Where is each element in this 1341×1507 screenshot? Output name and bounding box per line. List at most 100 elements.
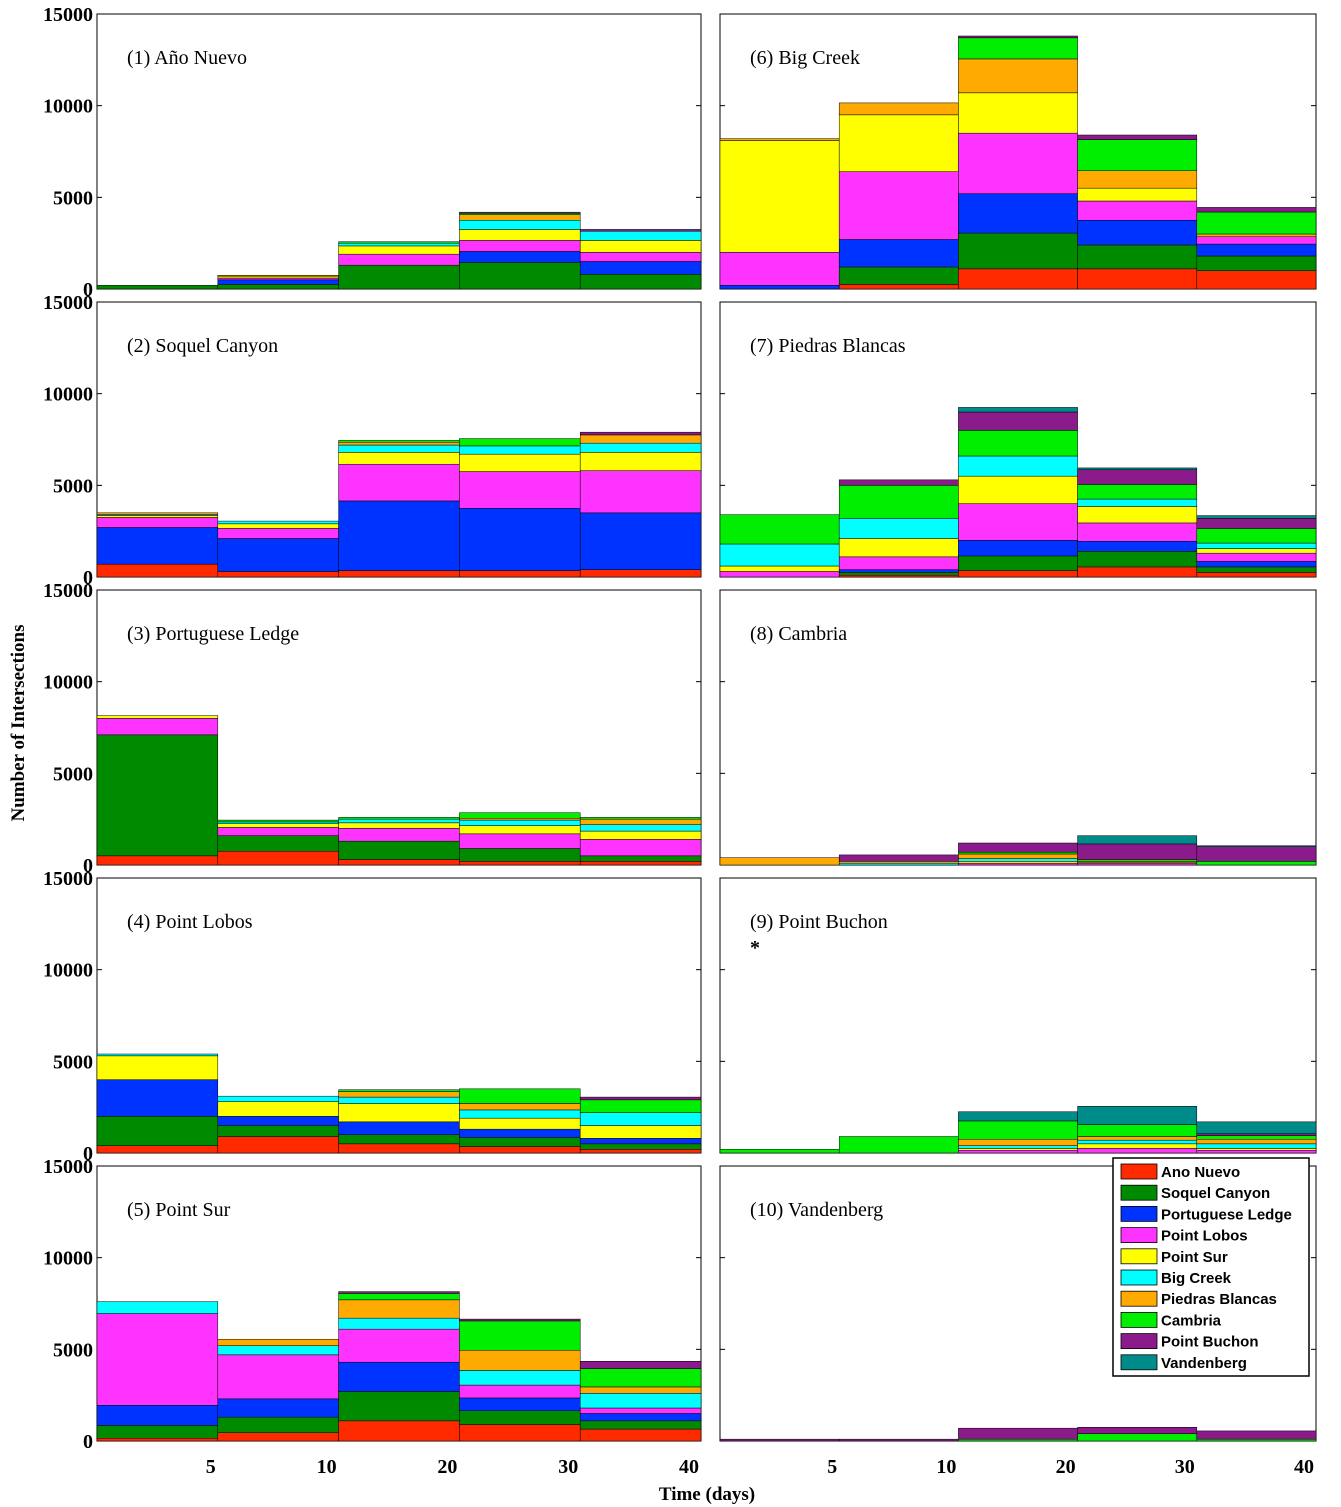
bar-segment-big-creek (958, 1145, 1078, 1149)
bar-segment-cambria (958, 1438, 1078, 1442)
bar-segment-big-creek (579, 1393, 702, 1409)
bar-segment-cambria (338, 817, 460, 820)
bar-segment-big-creek (459, 220, 581, 230)
panel-7: 0 5000 10000 15000 (4) Point Lobos (43, 868, 702, 1165)
bar-segment-ano-nuevo (459, 861, 581, 866)
bar-segment-big-creek (338, 1317, 460, 1330)
bar-segment-point-lobos (338, 253, 460, 266)
bar-segment-point-lobos (217, 1354, 339, 1400)
bar-segment-big-creek (338, 818, 460, 824)
y-tick-label: 0 (83, 855, 93, 877)
bar-segment-soquel-canyon (96, 1425, 219, 1439)
bar-segment-vandenberg (1196, 845, 1317, 847)
y-tick-label: 5000 (53, 187, 93, 209)
bar-segment-cambria (1196, 1438, 1317, 1442)
y-tick-label: 0 (83, 1431, 93, 1453)
bar-segment-ano-nuevo (579, 1149, 702, 1154)
bar-segment-ano-nuevo (96, 855, 219, 866)
bar-segment-soquel-canyon (217, 1125, 339, 1137)
panel-2: (6) Big Creek (719, 13, 1317, 290)
bar-segment-point-sur (579, 452, 702, 471)
bar-segment-point-buchon (838, 854, 959, 862)
y-tick-label: 0 (83, 279, 93, 301)
bar-segment-piedras-blancas (459, 1103, 581, 1111)
bar-segment-point-lobos (217, 528, 339, 539)
bar-segment-ano-nuevo (96, 563, 219, 578)
bar-segment-point-lobos (338, 1328, 460, 1363)
bar-segment-ano-nuevo (217, 1432, 339, 1442)
bar-segment-point-sur (719, 565, 840, 572)
panel-title: (3) Portuguese Ledge (127, 623, 299, 645)
bar-segment-portuguese-ledge (96, 1405, 219, 1426)
bar-segment-portuguese-ledge (1077, 220, 1198, 246)
bar-segment-point-sur (96, 1055, 219, 1080)
bar-segment-portuguese-ledge (579, 1138, 702, 1145)
bar-segment-piedras-blancas (217, 1339, 339, 1346)
y-axis-label: Number of Intersections (8, 624, 29, 821)
bar-segment-cambria (459, 812, 581, 819)
y-tick-label: 15000 (43, 580, 93, 602)
y-tick-label: 10000 (43, 96, 93, 118)
bar-segment-point-lobos (838, 556, 959, 570)
bar-segment-point-lobos (1077, 522, 1198, 542)
bar-segment-point-lobos (217, 827, 339, 836)
bar-segment-piedras-blancas (217, 275, 339, 277)
legend-swatch (1120, 1248, 1158, 1265)
bar-segment-big-creek (958, 858, 1078, 862)
bar-segment-portuguese-ledge (719, 285, 840, 290)
bar-segment-ano-nuevo (1196, 270, 1317, 290)
legend-entry: Soquel Canyon (1161, 1185, 1270, 1202)
bar-segment-big-creek (579, 1112, 702, 1126)
bar-segment-big-creek (958, 455, 1078, 477)
bar-segment-portuguese-ledge (838, 239, 959, 268)
legend-swatch (1120, 1290, 1158, 1307)
bar-segment-vandenberg (1196, 515, 1317, 519)
legend: Ano Nuevo Soquel Canyon Portuguese Ledge Po… (1112, 1157, 1310, 1377)
bar-segment-point-buchon (459, 1318, 581, 1322)
bar-segment-soquel-canyon (1196, 566, 1317, 573)
bar-segment-ano-nuevo (579, 861, 702, 866)
bar-segment-big-creek (459, 445, 581, 455)
bar-segment-portuguese-ledge (579, 1413, 702, 1422)
bar-segment-piedras-blancas (719, 857, 840, 866)
bar-segment-point-lobos (579, 252, 702, 262)
y-tick-label: 0 (83, 567, 93, 589)
bar-segment-point-sur (719, 140, 840, 253)
y-tick-label: 15000 (43, 868, 93, 890)
panel-annotation: * (750, 937, 760, 959)
bar-segment-cambria (459, 1320, 581, 1351)
bar-segment-big-creek (338, 242, 460, 247)
bar-segment-cambria (1196, 211, 1317, 235)
bar-segment-cambria (958, 37, 1078, 60)
legend-entry: Portuguese Ledge (1161, 1206, 1292, 1223)
bar-segment-point-buchon (958, 842, 1078, 853)
legend-entry: Piedras Blancas (1161, 1291, 1277, 1308)
bar-segment-piedras-blancas (838, 861, 959, 864)
bar-segment-ano-nuevo (579, 569, 702, 578)
bar-segment-point-lobos (579, 470, 702, 514)
legend-swatch (1120, 1269, 1158, 1286)
bar-segment-piedras-blancas (459, 1350, 581, 1371)
bar-segment-point-lobos (96, 718, 219, 736)
panel-1: 0 5000 10000 15000 (1) Año Nuevo (43, 4, 702, 301)
bar-segment-cambria (958, 1120, 1078, 1140)
bar-segment-soquel-canyon (217, 284, 339, 290)
legend-swatch (1120, 1163, 1158, 1180)
bar-segment-big-creek (1196, 542, 1317, 549)
panel-4: (7) Piedras Blancas (719, 301, 1317, 578)
bar-segment-point-sur (217, 275, 339, 279)
bar-segment-piedras-blancas (1196, 1139, 1317, 1145)
bar-segment-point-lobos (958, 503, 1078, 541)
bar-segment-point-sur (958, 92, 1078, 134)
bar-segment-point-sur (459, 453, 581, 472)
legend-entry: Point Lobos (1161, 1228, 1248, 1245)
panel-title: (7) Piedras Blancas (750, 335, 906, 357)
bar-segment-soquel-canyon (459, 262, 581, 290)
x-tick-label: 30 (558, 1456, 578, 1478)
bar-segment-ano-nuevo (459, 570, 581, 578)
bar-segment-point-lobos (1196, 1150, 1317, 1154)
bar-segment-soquel-canyon (217, 1416, 339, 1433)
bar-segment-point-sur (338, 452, 460, 465)
bar-segment-big-creek (719, 543, 840, 567)
bar-segment-piedras-blancas (579, 434, 702, 444)
